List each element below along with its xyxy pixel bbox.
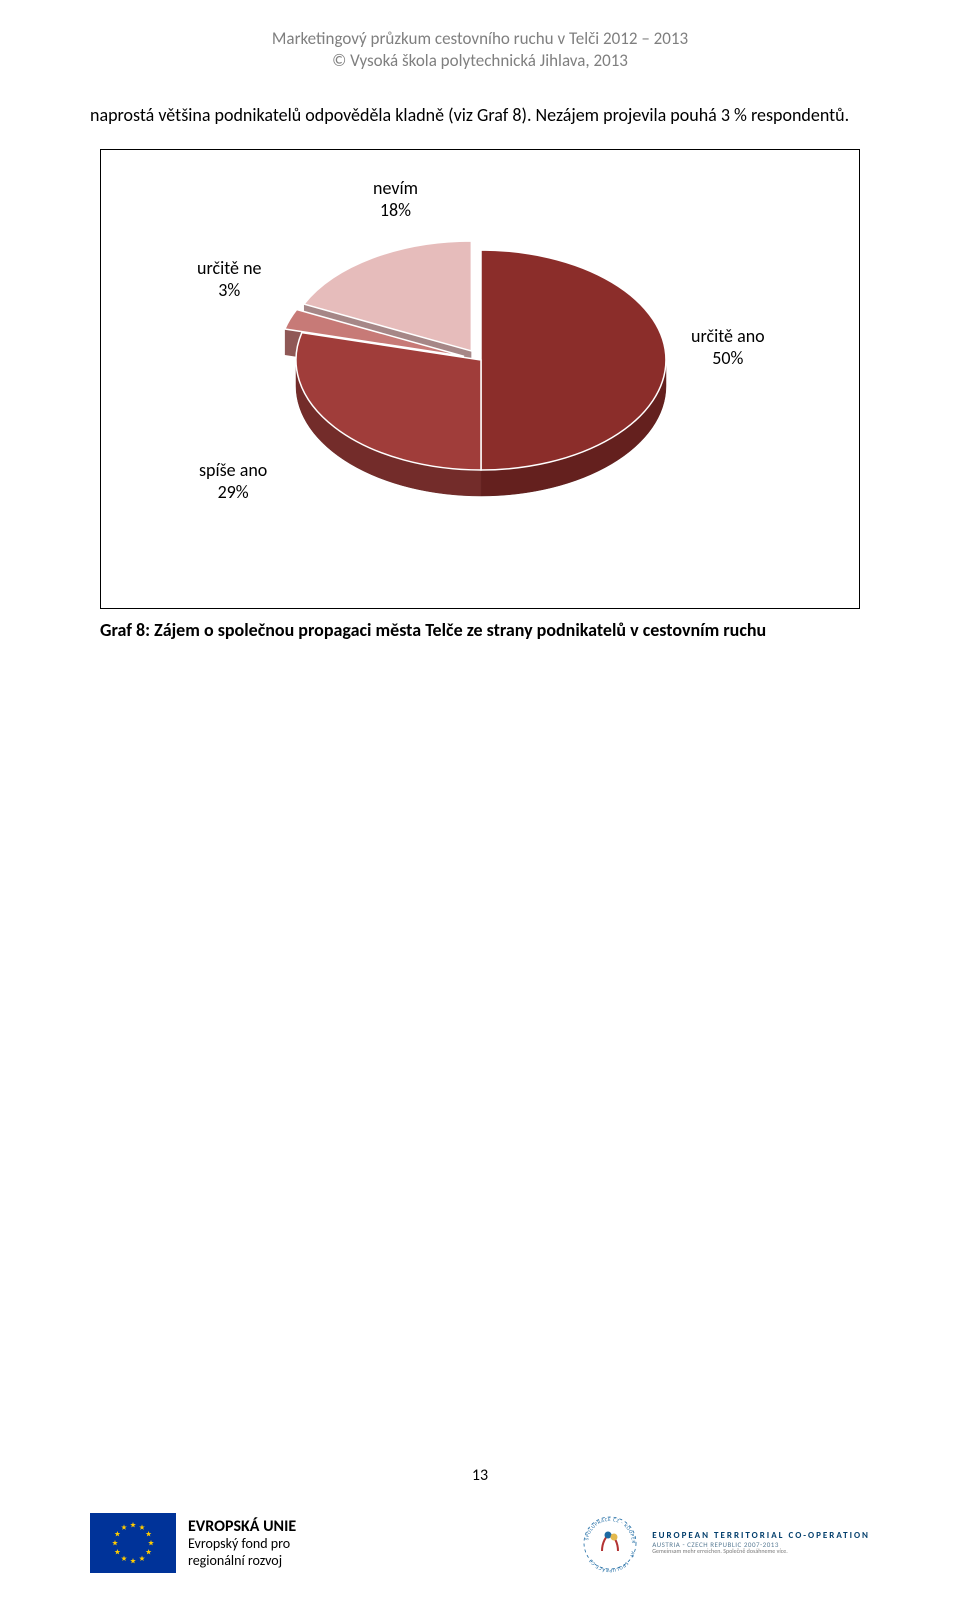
pie-chart: nevím 18% určitě ne 3% určitě ano 50% spíše… bbox=[100, 149, 860, 609]
svg-text:AT - SPOLUPRÁCE CZ: AT - SPOLUPRÁCE CZ bbox=[588, 1551, 636, 1573]
eu-line3: regionální rozvoj bbox=[188, 1553, 296, 1570]
eu-title: EVROPSKÁ UNIE bbox=[188, 1517, 296, 1536]
eu-line2: Evropský fond pro bbox=[188, 1536, 296, 1553]
chart-label: určitě ne 3% bbox=[197, 258, 262, 301]
etc-logo-icon: SPOLUPRÁCE CZ - KOOPERATION AT - SPOLUPR… bbox=[580, 1513, 640, 1573]
eu-text: EVROPSKÁ UNIE Evropský fond pro regionál… bbox=[188, 1517, 296, 1570]
footer-left: EVROPSKÁ UNIE Evropský fond pro regionál… bbox=[90, 1513, 296, 1573]
footer-right: SPOLUPRÁCE CZ - KOOPERATION AT - SPOLUPR… bbox=[580, 1513, 870, 1573]
chart-label: nevím 18% bbox=[373, 178, 418, 221]
page: Marketingový průzkum cestovního ruchu v … bbox=[0, 0, 960, 1603]
etc-text: EUROPEAN TERRITORIAL CO-OPERATION AUSTRI… bbox=[652, 1531, 870, 1555]
eu-flag-icon bbox=[90, 1513, 176, 1573]
chart-caption: Graf 8: Zájem o společnou propagaci měst… bbox=[100, 619, 860, 641]
page-footer: EVROPSKÁ UNIE Evropský fond pro regionál… bbox=[0, 1483, 960, 1573]
header-line-2: © Vysoká škola polytechnická Jihlava, 20… bbox=[90, 50, 870, 72]
etc-line3: Gemeinsam mehr erreichen. Společně dosáh… bbox=[652, 1548, 870, 1555]
page-header: Marketingový průzkum cestovního ruchu v … bbox=[90, 28, 870, 72]
chart-label: určitě ano 50% bbox=[691, 326, 765, 369]
body-paragraph: naprostá většina podnikatelů odpověděla … bbox=[90, 102, 870, 129]
header-line-1: Marketingový průzkum cestovního ruchu v … bbox=[90, 28, 870, 50]
chart-label: spíše ano 29% bbox=[199, 460, 267, 503]
pie-chart-svg bbox=[101, 150, 861, 610]
